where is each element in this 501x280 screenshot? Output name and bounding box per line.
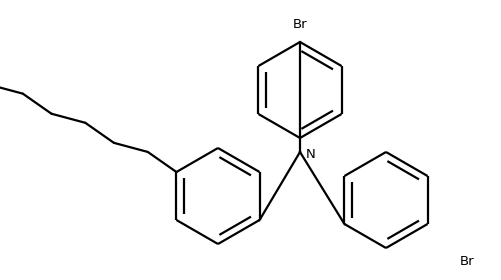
Text: Br: Br — [459, 255, 473, 269]
Text: N: N — [306, 148, 315, 160]
Text: Br: Br — [292, 18, 307, 31]
